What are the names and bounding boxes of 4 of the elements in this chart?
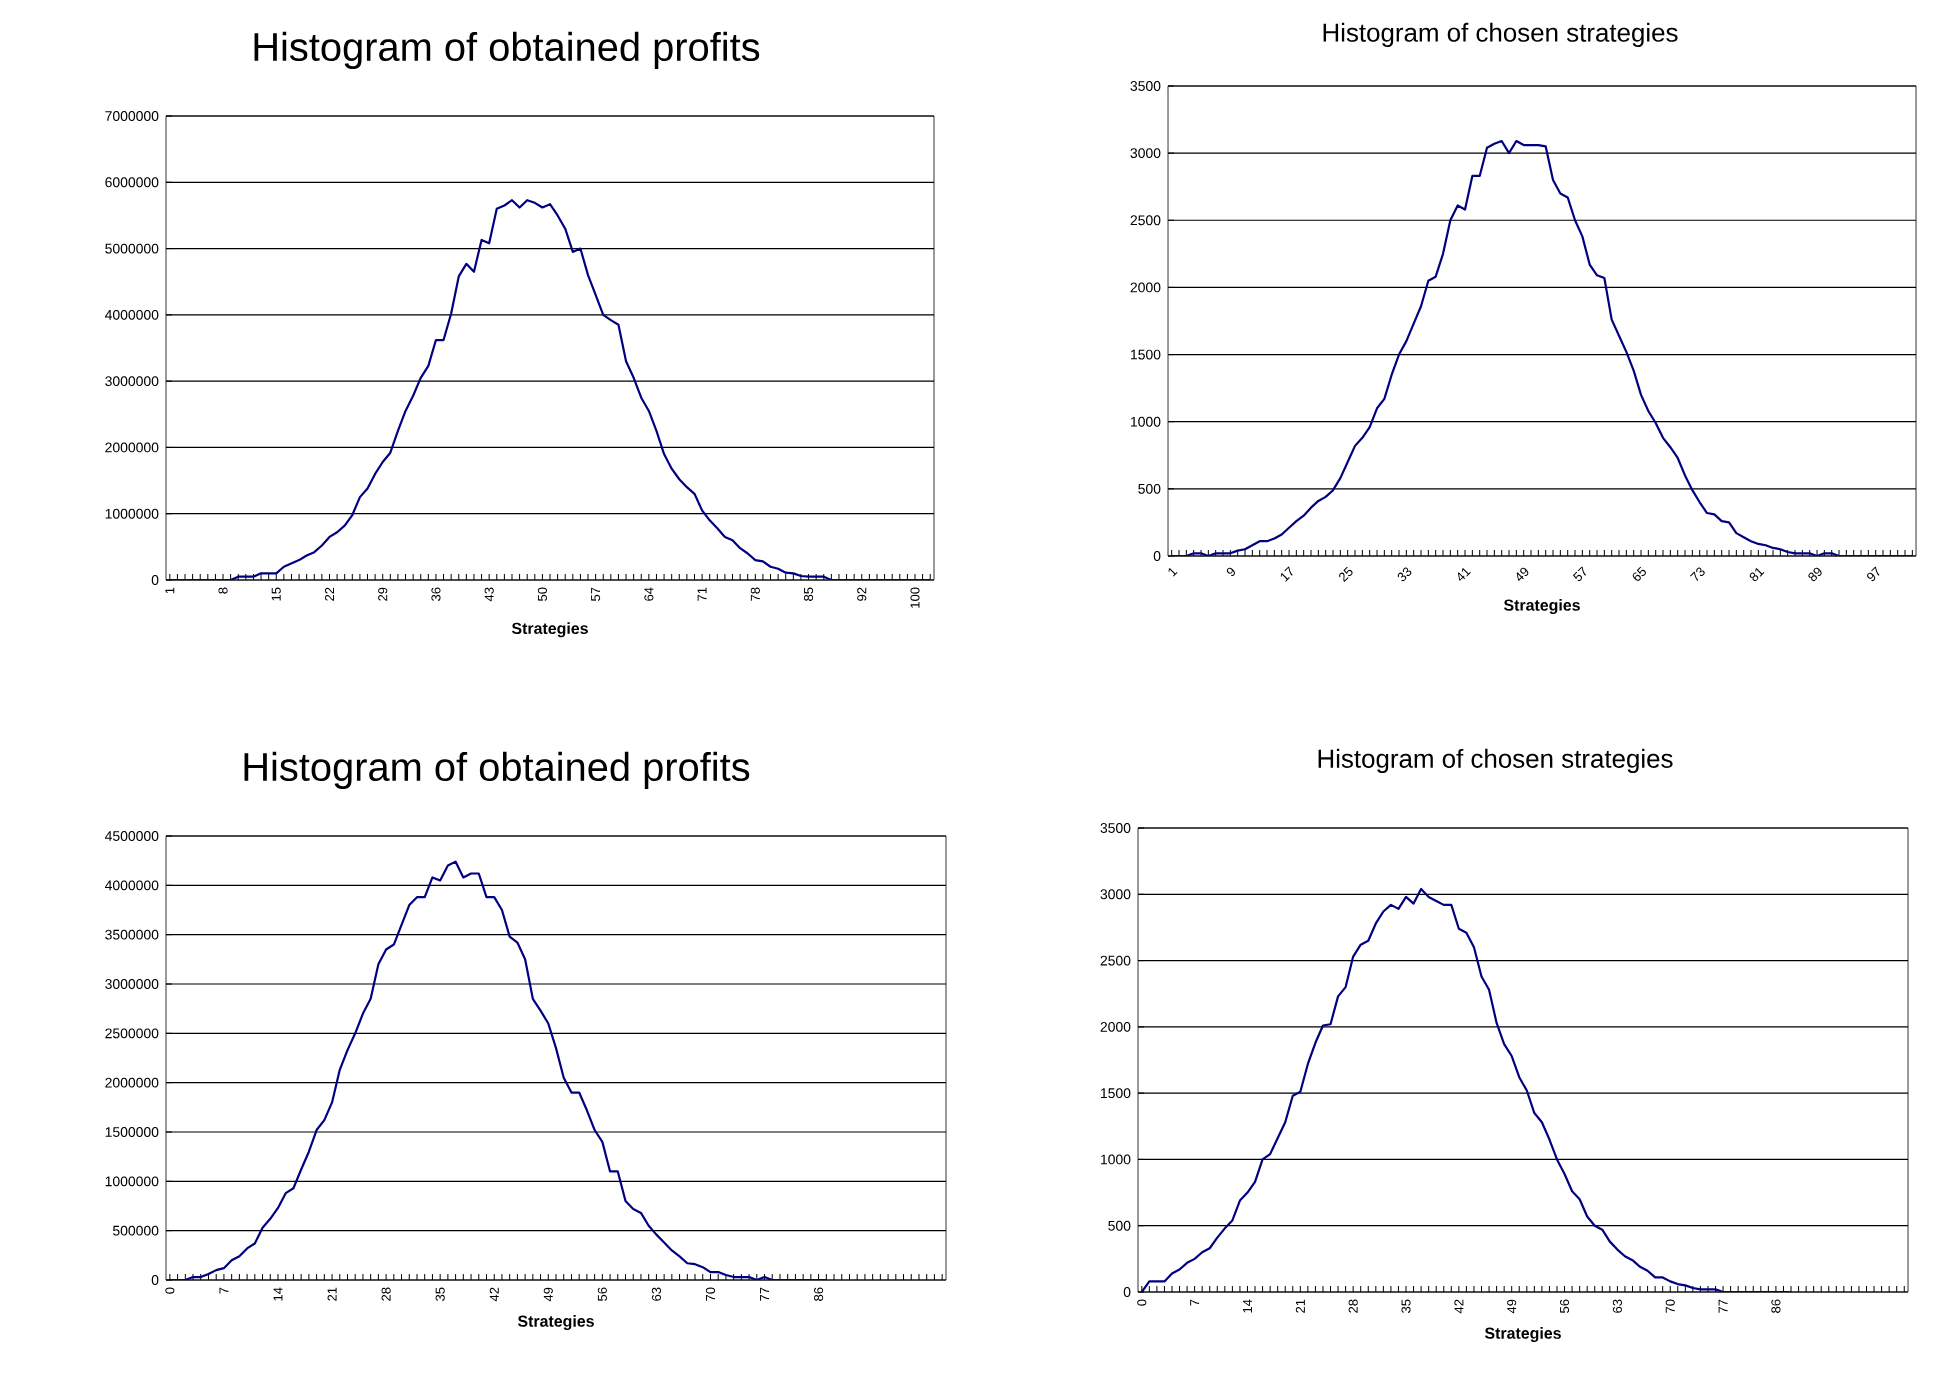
chart-title: Histogram of chosen strategies [1323, 22, 1678, 47]
chart-title: Histogram of obtained profits [254, 31, 760, 70]
chart-title: Histogram of obtained profits [244, 751, 750, 790]
chart-title: Histogram of chosen strategies [1318, 748, 1673, 774]
